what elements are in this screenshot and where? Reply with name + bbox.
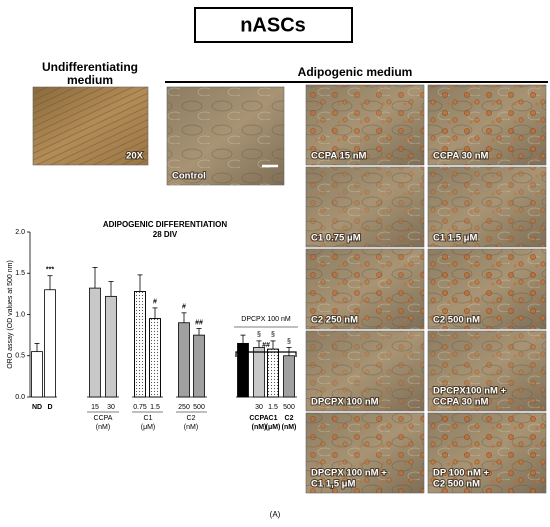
- bar-hatch: [149, 318, 161, 398]
- bar-hatch: [134, 290, 146, 398]
- significance: ***: [46, 267, 54, 274]
- figure-title: nASCs: [240, 14, 306, 36]
- x-tick-label: 500: [283, 404, 295, 411]
- bracket: [235, 351, 297, 357]
- lipid-droplets: [428, 167, 546, 247]
- bracket-label: ##: [262, 342, 270, 349]
- lipid-droplets: [428, 331, 546, 411]
- header-right: Adipogenic medium: [298, 65, 413, 79]
- y-tick-label: 1.0: [15, 311, 25, 318]
- x-tick-label: 0.75: [133, 404, 147, 411]
- group-label: (μM): [266, 424, 281, 431]
- group-label: C1: [144, 415, 153, 422]
- group-label: CCPA: [249, 415, 268, 422]
- bar: [44, 289, 56, 398]
- group-label: CCPA: [94, 415, 113, 422]
- bar-hatch: [267, 348, 279, 398]
- panel-label: DPCPX 100 nM: [311, 397, 379, 408]
- significance: #: [153, 299, 157, 306]
- significance: ##: [195, 319, 203, 326]
- inhibitor-label: DPCPX 100 nM: [241, 316, 291, 323]
- bar: [193, 334, 205, 398]
- bar: [89, 287, 101, 398]
- significance: §: [271, 332, 275, 339]
- significance: §: [287, 338, 291, 345]
- panel-label: CCPA 15 nM: [311, 151, 367, 162]
- x-tick-label: 30: [255, 404, 263, 411]
- group-label: (nM): [184, 424, 198, 431]
- lipid-droplets: [306, 331, 424, 411]
- panel-label: C1 0.75 μM: [311, 233, 361, 244]
- panel-label: C2 500 nM: [433, 315, 480, 326]
- lipid-droplets: [428, 85, 546, 165]
- chart-title: ADIPOGENIC DIFFERENTIATION: [103, 220, 228, 229]
- y-axis-label: ORO assay (OD values at 500 nm): [7, 260, 14, 369]
- chart-title: 28 DIV: [153, 230, 178, 239]
- y-tick-label: 2.0: [15, 229, 25, 236]
- significance: #: [182, 304, 186, 311]
- lipid-droplets: [428, 413, 546, 493]
- group-label: (nM): [282, 424, 297, 431]
- panel-label: C1 1.5 μM: [433, 233, 477, 244]
- bar: [105, 295, 117, 398]
- x-tick-label: 15: [91, 404, 99, 411]
- x-tick-label: ND: [32, 404, 42, 411]
- header-left: medium: [67, 73, 113, 87]
- x-tick-label: D: [47, 404, 52, 411]
- group-label: (nM): [96, 424, 110, 431]
- panel-label: DPCPX 100 nM +: [311, 468, 387, 479]
- lipid-droplets: [306, 167, 424, 247]
- group-label: (nM): [252, 424, 267, 431]
- lipid-droplets: [306, 413, 424, 493]
- panel-label: CCPA 30 nM: [433, 151, 489, 162]
- micrograph-texture: [33, 87, 148, 165]
- group-label: C2: [187, 415, 196, 422]
- x-tick-label: 500: [193, 404, 205, 411]
- bar: [178, 322, 190, 398]
- lipid-droplets: [306, 249, 424, 329]
- x-tick-label: 250: [178, 404, 190, 411]
- panel-label: C2 250 nM: [311, 315, 358, 326]
- panel-label: DP 100 nM +: [433, 468, 490, 479]
- y-tick-label: 1.5: [15, 270, 25, 277]
- panel-label: C1 1,5 μM: [311, 479, 355, 490]
- panel-label: DPCPX100 nM +: [433, 386, 507, 397]
- group-label: (μM): [141, 424, 156, 431]
- panel-label: Control: [172, 171, 206, 182]
- bar: [237, 342, 249, 398]
- group-label: C1: [269, 415, 278, 422]
- panel-label: CCPA 30 nM: [433, 397, 489, 408]
- x-tick-label: 1.5: [268, 404, 278, 411]
- y-tick-label: 0.5: [15, 353, 25, 360]
- x-tick-label: 30: [107, 404, 115, 411]
- micrograph-texture: [167, 87, 284, 185]
- panel-label: C2 500 nM: [433, 479, 480, 490]
- lipid-droplets: [428, 249, 546, 329]
- bar: [31, 351, 43, 398]
- x-tick-label: 1.5: [150, 404, 160, 411]
- bar: [253, 347, 265, 398]
- panel-label: 20X: [126, 151, 144, 162]
- group-label: C2: [285, 415, 294, 422]
- bar: [283, 355, 295, 398]
- y-tick-label: 0.0: [15, 394, 25, 401]
- header-left: Undifferentiating: [42, 60, 138, 74]
- caption: (A): [270, 510, 281, 519]
- title-box: [194, 7, 353, 43]
- significance: §: [257, 332, 261, 339]
- lipid-droplets: [306, 85, 424, 165]
